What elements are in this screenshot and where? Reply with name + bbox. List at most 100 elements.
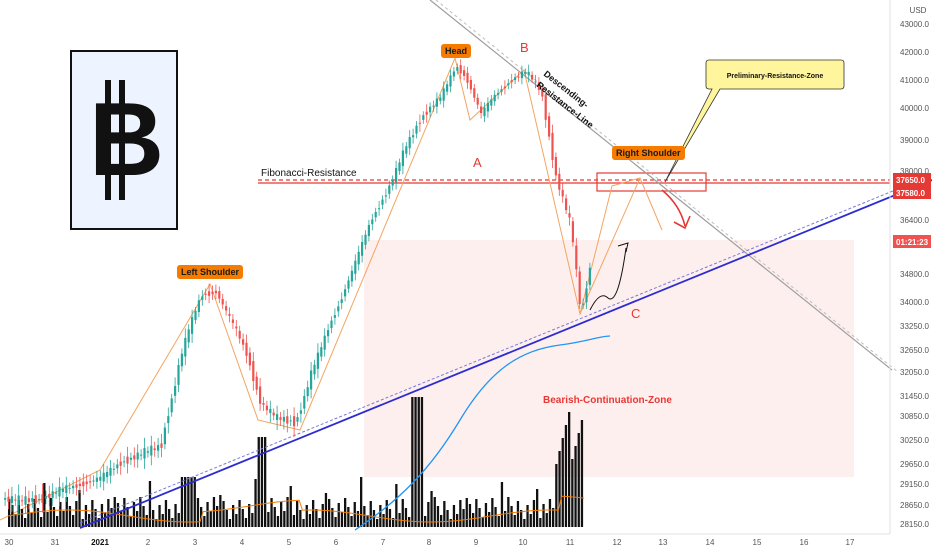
volume-bar — [212, 497, 216, 527]
volume-bar — [404, 508, 408, 527]
candle-body — [493, 94, 496, 102]
candle-body — [282, 416, 285, 422]
volume-bar — [91, 500, 94, 527]
volume-bar — [340, 512, 344, 527]
volume-bar — [276, 516, 280, 527]
candle-body — [44, 496, 47, 499]
time-tick-label: 8 — [427, 538, 432, 547]
candle-body — [160, 443, 163, 448]
candle-body — [276, 414, 279, 420]
candle-body — [299, 410, 302, 414]
candle-body — [102, 472, 105, 482]
candle-body — [473, 88, 476, 98]
volume-bar — [132, 502, 136, 527]
candle-body — [75, 484, 78, 488]
candle-body — [34, 495, 37, 504]
volume-bar — [174, 504, 177, 527]
candle-body — [140, 454, 143, 456]
volume-bar — [180, 477, 184, 527]
fibonacci-label: Fibonacci-Resistance — [261, 168, 357, 179]
candle-body — [384, 195, 387, 197]
candle-body — [490, 99, 493, 106]
candle-body — [99, 476, 102, 481]
candle-body — [378, 208, 381, 210]
candle-body — [429, 106, 432, 113]
volume-bar — [104, 513, 107, 527]
volume-bar — [417, 397, 420, 527]
volume-bar — [145, 515, 148, 527]
volume-bar — [203, 516, 206, 527]
volume-bar — [318, 518, 321, 527]
price-tag-label: 37580.0 — [896, 189, 925, 198]
price-tick-label: 29150.0 — [900, 480, 929, 489]
volume-bar — [382, 514, 385, 527]
volume-bar — [321, 504, 324, 527]
candle-body — [55, 492, 58, 494]
candle-body — [554, 157, 557, 176]
price-tick-label: 28150.0 — [900, 520, 929, 529]
candle-body — [333, 315, 336, 318]
point-b-label: B — [520, 40, 529, 55]
candle-body — [286, 416, 289, 424]
volume-bar — [24, 518, 27, 527]
candle-body — [354, 260, 357, 274]
volume-bar — [561, 438, 564, 527]
candle-body — [10, 496, 13, 504]
bearish-continuation-zone — [364, 240, 854, 477]
candle-body — [296, 417, 299, 422]
candle-body — [585, 288, 588, 303]
candle-body — [231, 319, 234, 323]
volume-bar — [177, 513, 180, 527]
volume-bar — [433, 497, 436, 527]
candle-body — [466, 72, 469, 83]
volume-bar — [529, 514, 532, 527]
volume-bar — [257, 437, 260, 527]
candle-body — [129, 457, 132, 460]
candle-body — [401, 150, 404, 167]
candle-body — [395, 168, 398, 183]
candle-body — [327, 330, 330, 337]
ascending-trendline-dashed — [79, 174, 932, 524]
candle-body — [303, 395, 306, 409]
candle-body — [520, 71, 523, 79]
candle-body — [425, 111, 428, 115]
candle-body — [310, 370, 313, 390]
descending-resistance-line-dashed — [435, 0, 899, 373]
volume-bar — [548, 499, 552, 527]
candle-body — [316, 352, 319, 369]
head-label: Head — [441, 44, 472, 58]
head-shoulders-path — [0, 56, 641, 521]
time-tick-label: 10 — [519, 538, 528, 547]
volume-bar — [244, 518, 248, 527]
candle-body — [408, 136, 411, 149]
candle-body — [143, 448, 146, 459]
time-tick-label: 3 — [193, 538, 198, 547]
candle-body — [51, 491, 54, 498]
candle-body — [221, 298, 224, 305]
candle-body — [500, 89, 503, 92]
volume-bar — [232, 505, 235, 527]
volume-bar — [94, 509, 97, 527]
volume-bar — [360, 477, 363, 527]
candle-body — [476, 97, 479, 105]
candle-body — [157, 445, 160, 451]
callout-text: Preliminary-Resistance-Zone — [727, 73, 824, 80]
candle-body — [456, 67, 459, 71]
candle-body — [442, 88, 445, 101]
candle-body — [259, 386, 262, 404]
volume-bar — [52, 507, 56, 527]
candle-body — [201, 296, 204, 300]
volume-bar — [532, 500, 536, 527]
candle-body — [119, 461, 122, 466]
candle-body — [337, 306, 340, 312]
volume-bar — [129, 516, 132, 527]
volume-bar — [72, 515, 75, 527]
volume-bar — [302, 519, 305, 527]
candle-body — [381, 199, 384, 205]
candle-body — [374, 212, 377, 218]
candle-body — [14, 499, 17, 501]
bearish-arrowhead — [673, 215, 691, 230]
volume-bar — [20, 509, 24, 527]
candle-body — [551, 132, 554, 160]
